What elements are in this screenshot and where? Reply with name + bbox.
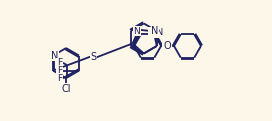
Text: S: S (90, 52, 96, 62)
Text: N: N (51, 51, 58, 61)
Text: Cl: Cl (61, 84, 71, 94)
Text: N: N (133, 26, 140, 36)
Text: F: F (57, 74, 62, 83)
Text: N: N (151, 26, 159, 36)
Text: F: F (57, 66, 62, 75)
Text: =N: =N (149, 28, 163, 37)
Text: O: O (163, 41, 171, 51)
Text: F: F (57, 58, 62, 67)
